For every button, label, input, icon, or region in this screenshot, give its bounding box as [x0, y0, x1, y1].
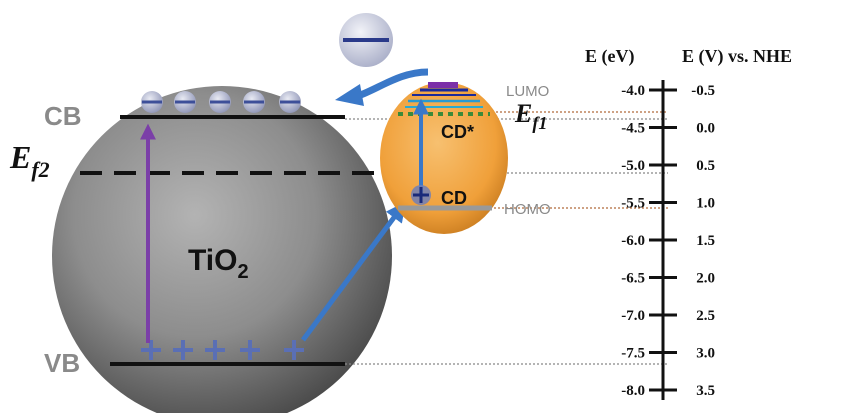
ev-tick-label: -6.5 — [621, 271, 645, 287]
cb-electrons — [141, 91, 301, 113]
cd-lumo-cap — [428, 82, 458, 88]
electron-icon — [174, 91, 196, 113]
nhe-tick-label: 3.0 — [696, 346, 715, 362]
nhe-tick-label: 2.5 — [696, 308, 715, 324]
electron-icon — [339, 13, 393, 67]
ev-tick-label: -7.5 — [621, 346, 645, 362]
ef1-main: E — [514, 99, 532, 128]
vb-label: VB — [44, 348, 80, 378]
nhe-tick-label: 1.0 — [696, 196, 715, 212]
electron-transfer-arrowhead-icon — [335, 84, 364, 106]
scale-header-ev: E (eV) — [585, 46, 634, 67]
electron-icon — [209, 91, 231, 113]
tio2-main: TiO — [188, 244, 237, 277]
energy-scale: E (eV) E (V) vs. NHE -4.0 -0.5 -4.5 0.0 -5.0… — [585, 46, 792, 400]
homo-label: HOMO — [504, 201, 551, 218]
cb-label: CB — [44, 101, 82, 131]
cd-star-label: CD* — [441, 122, 474, 142]
hole-icon — [205, 340, 225, 360]
cd-sphere — [380, 82, 508, 234]
vb-holes — [141, 340, 304, 360]
ev-tick-label: -5.5 — [621, 196, 645, 212]
hole-icon — [411, 185, 431, 205]
nhe-tick-label: 0.5 — [696, 158, 715, 174]
scale-header-nhe: E (V) vs. NHE — [682, 46, 792, 67]
nhe-tick-label: 0.0 — [696, 121, 715, 137]
hole-transfer-arrow-icon — [300, 201, 406, 342]
ef2-main: E — [9, 139, 31, 175]
electron-icon — [279, 91, 301, 113]
hole-icon — [173, 340, 193, 360]
lumo-label: LUMO — [506, 83, 549, 100]
ev-tick-label: -4.5 — [621, 121, 645, 137]
electron-transfer-arrow-icon — [356, 68, 429, 100]
ef2-sub: f2 — [31, 157, 49, 182]
ev-tick-label: -8.0 — [621, 383, 645, 399]
electron-icon — [141, 91, 163, 113]
tio2-label: TiO2 — [188, 244, 249, 283]
ev-tick-label: -7.0 — [621, 308, 645, 324]
hole-icon — [141, 340, 161, 360]
tio2-sub: 2 — [237, 261, 248, 283]
nhe-tick-label: 3.5 — [696, 383, 715, 399]
electron-icon — [243, 91, 265, 113]
nhe-tick-label: 1.5 — [696, 233, 715, 249]
hole-icon — [284, 340, 304, 360]
ef1-sub: f1 — [532, 113, 547, 133]
cd-label: CD — [441, 188, 467, 208]
ef1-label: Ef1 — [514, 99, 547, 133]
nhe-tick-label: -0.5 — [691, 83, 715, 99]
ef2-label: Ef2 — [9, 139, 50, 182]
ev-tick-label: -4.0 — [621, 83, 645, 99]
scale-ticks: -4.0 -0.5 -4.5 0.0 -5.0 0.5 -5.5 1.0 -6.0 1.5 -6.5… — [621, 83, 715, 399]
hole-icon — [240, 340, 260, 360]
ev-tick-label: -6.0 — [621, 233, 645, 249]
ev-tick-label: -5.0 — [621, 158, 645, 174]
nhe-tick-label: 2.0 — [696, 271, 715, 287]
